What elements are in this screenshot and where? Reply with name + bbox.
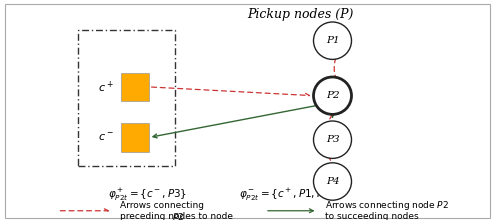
Ellipse shape <box>314 77 352 114</box>
Ellipse shape <box>314 121 352 158</box>
Text: P4: P4 <box>326 177 340 186</box>
Text: $\varphi^-_{P2t} = \{c^+, P1, P4\}$: $\varphi^-_{P2t} = \{c^+, P1, P4\}$ <box>239 187 336 203</box>
Text: $P2$: $P2$ <box>172 211 184 220</box>
Text: P3: P3 <box>326 135 340 144</box>
FancyBboxPatch shape <box>122 73 149 101</box>
Ellipse shape <box>314 163 352 200</box>
Text: P2: P2 <box>326 91 340 100</box>
Text: Arrows connecting node $P2$: Arrows connecting node $P2$ <box>325 199 449 212</box>
FancyBboxPatch shape <box>5 4 490 218</box>
Text: $\varphi^+_{P2t} = \{c^-, P3\}$: $\varphi^+_{P2t} = \{c^-, P3\}$ <box>108 187 187 203</box>
Text: Arrows connecting: Arrows connecting <box>120 201 204 210</box>
Text: preceding nodes to node: preceding nodes to node <box>120 212 236 220</box>
Text: $c^-$: $c^-$ <box>98 132 114 143</box>
Text: $c^+$: $c^+$ <box>98 79 114 95</box>
Text: Pickup nodes (P): Pickup nodes (P) <box>247 8 353 21</box>
Text: to succeeding nodes: to succeeding nodes <box>325 212 418 220</box>
Ellipse shape <box>314 22 352 59</box>
FancyBboxPatch shape <box>122 123 149 152</box>
Text: P1: P1 <box>326 36 340 45</box>
